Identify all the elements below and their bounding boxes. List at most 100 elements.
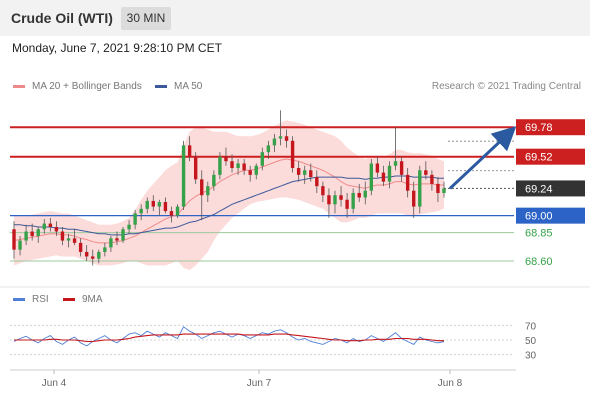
candle bbox=[54, 221, 59, 237]
candle-body bbox=[103, 247, 107, 252]
candle-body bbox=[303, 170, 307, 175]
price-tag-label: 68.60 bbox=[525, 256, 553, 268]
candle bbox=[18, 236, 22, 256]
candle bbox=[48, 217, 53, 232]
candle bbox=[327, 188, 331, 218]
price-tag-bg bbox=[516, 207, 585, 224]
price-tag-bg bbox=[516, 180, 585, 197]
candle bbox=[315, 170, 319, 193]
candle bbox=[436, 177, 440, 203]
candle-body bbox=[12, 229, 16, 250]
header-bar bbox=[0, 0, 590, 36]
candle-body bbox=[54, 226, 59, 232]
x-label-jun-8: Jun 8 bbox=[438, 378, 463, 389]
candle bbox=[369, 158, 374, 196]
candle bbox=[97, 249, 101, 264]
candle bbox=[321, 181, 325, 203]
candle bbox=[424, 161, 428, 180]
rsi-tick-50: 50 bbox=[525, 336, 537, 347]
candle-body bbox=[296, 168, 301, 175]
candle-body bbox=[121, 229, 125, 241]
candle bbox=[248, 165, 252, 182]
candle-body bbox=[30, 231, 34, 237]
candle bbox=[309, 163, 313, 182]
candle bbox=[387, 161, 392, 189]
candle-body bbox=[387, 165, 392, 182]
candle bbox=[193, 152, 198, 184]
candle-body bbox=[327, 195, 331, 205]
candle-body bbox=[115, 238, 119, 241]
timeframe-badge[interactable]: 30 MIN bbox=[121, 7, 171, 30]
candle-body bbox=[163, 202, 168, 212]
candle-body bbox=[224, 156, 228, 162]
candle-body bbox=[333, 195, 337, 205]
candle-body bbox=[169, 211, 174, 216]
candle-body bbox=[254, 165, 258, 175]
candle-body bbox=[42, 223, 46, 230]
forecast-arrow bbox=[448, 126, 517, 190]
candle-body bbox=[145, 200, 149, 209]
instrument-title: Crude Oil (WTI) bbox=[11, 10, 113, 26]
candle bbox=[375, 156, 380, 178]
x-label-jun-7: Jun 7 bbox=[247, 378, 272, 389]
candle-body bbox=[200, 179, 204, 196]
candle bbox=[357, 183, 361, 203]
candle-body bbox=[430, 174, 434, 184]
candle bbox=[296, 161, 301, 182]
candle bbox=[381, 165, 386, 187]
candle bbox=[24, 224, 28, 246]
rsi-line bbox=[13, 326, 445, 347]
price-tag-69.00: 69.00 bbox=[516, 207, 585, 224]
candle-body bbox=[230, 161, 234, 169]
price-tag-label: 69.52 bbox=[525, 152, 553, 164]
price-tag-label: 69.00 bbox=[525, 211, 553, 223]
candle bbox=[290, 136, 295, 173]
candle bbox=[175, 204, 180, 218]
candle-body bbox=[424, 170, 428, 175]
candle-body bbox=[157, 202, 162, 207]
candle-body bbox=[284, 136, 289, 141]
candle bbox=[218, 152, 222, 180]
price-tag-68.85: 68.85 bbox=[525, 228, 553, 240]
candle bbox=[78, 238, 83, 257]
candle-body bbox=[375, 163, 380, 173]
candle bbox=[405, 168, 410, 198]
chart-datetime: Monday, June 7, 2021 9:28:10 PM CET bbox=[12, 41, 222, 55]
candle bbox=[442, 181, 446, 198]
candle bbox=[206, 181, 210, 203]
bollinger-band bbox=[14, 120, 444, 271]
price-tag-68.60: 68.60 bbox=[525, 256, 553, 268]
candle-body bbox=[399, 161, 404, 175]
candle-body bbox=[442, 188, 446, 193]
candle bbox=[266, 140, 271, 159]
candle bbox=[163, 197, 168, 214]
candle-body bbox=[18, 240, 22, 250]
candle bbox=[284, 129, 289, 148]
candle bbox=[84, 245, 89, 261]
candle bbox=[339, 186, 343, 207]
candle bbox=[351, 188, 355, 214]
candle-body bbox=[248, 170, 252, 175]
candle-body bbox=[272, 138, 277, 146]
candle-body bbox=[151, 200, 155, 207]
candle-body bbox=[206, 186, 210, 196]
candle bbox=[151, 195, 155, 212]
candle bbox=[139, 204, 143, 221]
candle-body bbox=[266, 145, 271, 153]
candle-body bbox=[193, 156, 198, 180]
candle bbox=[115, 231, 119, 246]
legend-swatch-ma20 bbox=[13, 85, 25, 88]
candle-body bbox=[236, 163, 240, 169]
candle-body bbox=[345, 199, 349, 209]
candle-body bbox=[418, 170, 422, 207]
candle bbox=[127, 220, 131, 234]
price-tag-label: 69.24 bbox=[525, 183, 553, 195]
candle bbox=[72, 229, 77, 246]
attribution: Research © 2021 Trading Central bbox=[431, 81, 581, 92]
candle-body bbox=[78, 242, 83, 252]
candle bbox=[181, 140, 186, 210]
candle-body bbox=[363, 190, 367, 198]
candle bbox=[212, 170, 216, 191]
candle bbox=[66, 233, 71, 248]
